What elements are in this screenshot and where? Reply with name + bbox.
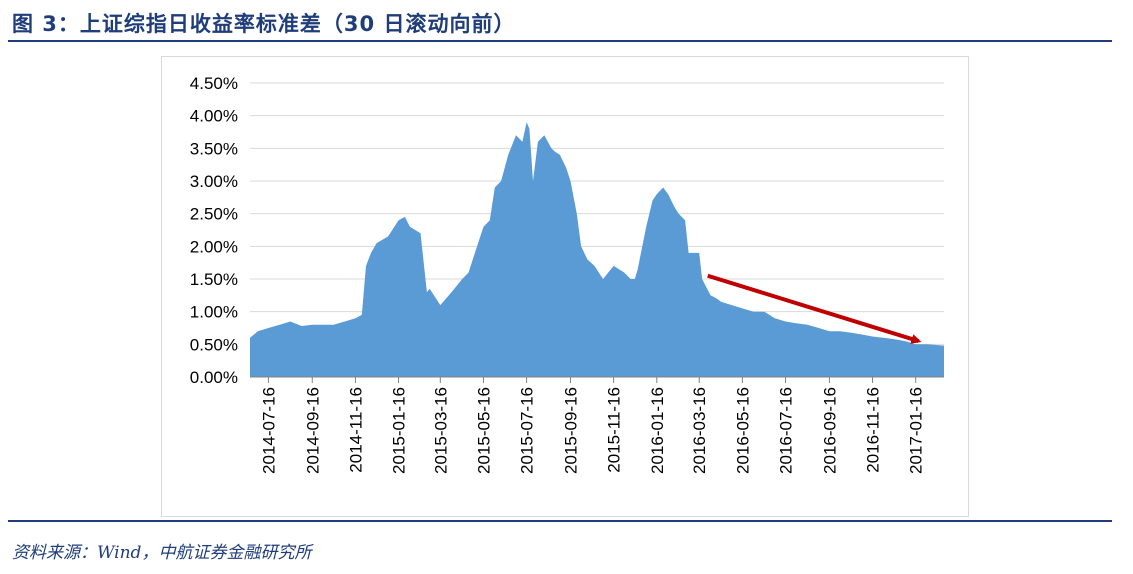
y-tick-label: 4.50% (190, 74, 238, 93)
x-tick-label: 2016-11-16 (864, 387, 883, 473)
y-tick-labels: 0.00% 0.50% 1.00% 1.50% 2.00% 2.50% 3.00% 3.50%… (190, 74, 238, 387)
x-tick-label: 2015-05-16 (474, 387, 493, 474)
chart-panel: 0.00% 0.50% 1.00% 1.50% 2.00% 2.50% 3.00% 3.50%… (161, 56, 969, 517)
x-tick-label: 2014-07-16 (259, 387, 278, 474)
x-tick-labels: 2014-07-16 2014-09-16 2014-11-16 2015-01-16… (259, 387, 925, 474)
x-tick-label: 2016-05-16 (733, 387, 752, 474)
axes (250, 376, 944, 383)
x-tick-label: 2016-09-16 (820, 387, 839, 474)
trend-arrow (707, 273, 922, 344)
y-tick-label: 0.00% (190, 368, 238, 387)
y-tick-label: 2.00% (190, 237, 238, 256)
y-tick-label: 3.50% (190, 139, 238, 158)
title-rule (8, 40, 1112, 42)
annotations (707, 273, 922, 344)
std-dev-area (250, 122, 944, 377)
source-note: 资料来源：Wind，中航证券金融研究所 (12, 543, 312, 563)
source-rule (8, 520, 1112, 522)
chart-title: 图 3：上证综指日收益率标准差（30 日滚动向前） (12, 12, 516, 36)
chart-svg: 0.00% 0.50% 1.00% 1.50% 2.00% 2.50% 3.00% 3.50%… (190, 74, 944, 474)
y-tick-label: 0.50% (190, 335, 238, 354)
x-tick-label: 2015-09-16 (561, 387, 580, 474)
x-tick-label: 2014-11-16 (346, 387, 365, 473)
y-tick-label: 4.00% (190, 107, 238, 126)
x-tick-label: 2016-03-16 (690, 387, 709, 474)
x-tick-label: 2015-01-16 (390, 387, 409, 474)
y-tick-label: 2.50% (190, 205, 238, 224)
x-tick-label: 2016-07-16 (777, 387, 796, 474)
y-tick-label: 1.50% (190, 270, 238, 289)
x-tick-label: 2015-03-16 (431, 387, 450, 474)
x-tick-label: 2015-07-16 (518, 387, 537, 474)
x-tick-label: 2016-01-16 (648, 387, 667, 474)
y-tick-label: 1.00% (190, 303, 238, 322)
y-tick-label: 3.00% (190, 172, 238, 191)
x-tick-label: 2014-09-16 (303, 387, 322, 474)
area-series (250, 122, 944, 377)
x-tick-label: 2015-11-16 (605, 387, 624, 473)
x-tick-label: 2017-01-16 (907, 387, 926, 474)
